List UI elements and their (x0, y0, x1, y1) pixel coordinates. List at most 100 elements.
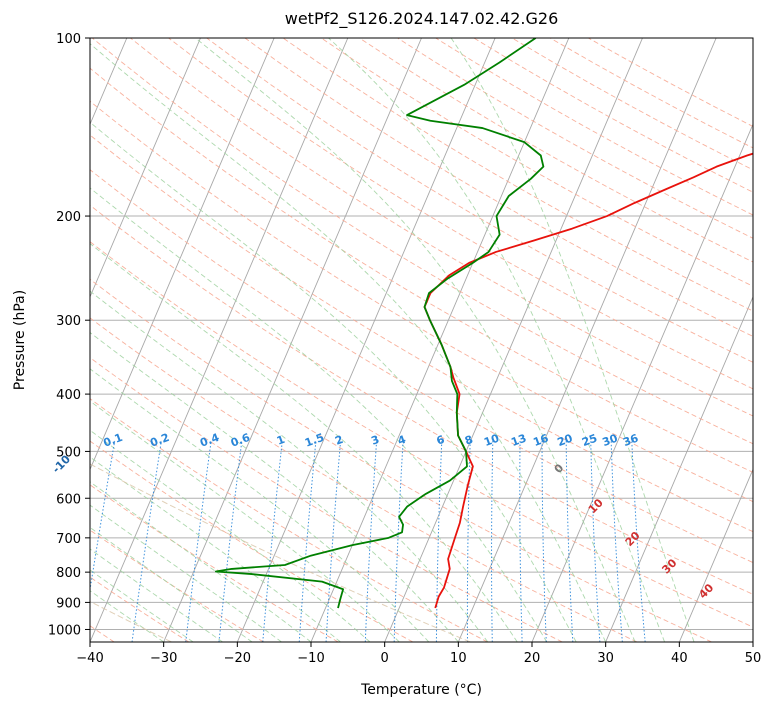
y-tick-label: 900 (56, 596, 81, 611)
x-axis: −40 −30 −20 −10 0 10 20 30 40 50 (76, 642, 761, 666)
moist-adiabat (90, 290, 489, 642)
mixing-ratio-label: 0.6 (229, 431, 252, 450)
moist-adiabat (195, 38, 636, 642)
dewpoint-profile (214, 38, 545, 609)
dry-adiabat (90, 529, 264, 642)
isotherm (163, 38, 422, 642)
y-tick-label: 500 (56, 445, 81, 460)
profile-lines (214, 38, 753, 609)
mixing-ratio-line (435, 440, 443, 642)
dry-adiabat (90, 357, 563, 642)
dry-adiabat (90, 67, 753, 473)
dry-adiabat (90, 440, 414, 642)
mixing-ratio-label: 10 (482, 431, 501, 449)
plot-frame (89, 37, 754, 643)
x-tick-label: −30 (150, 651, 177, 666)
mixing-ratio-line (491, 440, 494, 642)
mixing-ratio-line (610, 440, 623, 642)
moist-adiabat (90, 331, 459, 642)
mixing-ratio-label: 20 (556, 431, 575, 449)
moist-adiabat (90, 242, 518, 642)
mixing-ratio-label: 36 (621, 431, 640, 449)
mixing-ratio-line (393, 440, 404, 642)
mixing-ratio-label: 0.2 (148, 431, 171, 450)
isotherm (90, 38, 349, 642)
mixing-ratio-line (364, 440, 378, 642)
mixing-ratio-line (218, 440, 243, 642)
isotherm (531, 123, 753, 642)
y-tick-label: 700 (56, 532, 81, 547)
mixing-ratio-label: 4 (396, 433, 408, 448)
mixing-ratio-label: 1 (275, 433, 287, 448)
moist-adiabat (90, 548, 223, 642)
y-tick-label: 200 (56, 210, 81, 225)
dry-adiabat (90, 204, 753, 595)
x-axis-label: Temperature (°C) (360, 682, 482, 698)
y-tick-label: 1000 (48, 623, 81, 638)
x-tick-label: 20 (524, 651, 541, 666)
mixing-ratio-line (262, 440, 283, 642)
mixing-ratio-line (185, 440, 212, 642)
moist-adiabat (90, 526, 253, 642)
mixing-ratio-label: 1.5 (303, 431, 326, 450)
isotherm (90, 38, 275, 471)
y-tick-label: 800 (56, 566, 81, 581)
dry-adiabat (90, 134, 753, 533)
dry-adiabat (168, 38, 753, 390)
dry-adiabat (90, 169, 753, 564)
chart-title: wetPf2_S126.2024.147.02.42.G26 (285, 9, 559, 29)
mixing-ratio-label: 3 (369, 433, 381, 448)
mixing-ratio-label: 30 (601, 431, 620, 449)
dry-adiabat (90, 241, 753, 628)
moist-adiabat (90, 429, 371, 642)
mixing-ratio-label: 0.4 (198, 431, 221, 450)
mixing-ratio-label: 16 (531, 431, 550, 449)
x-tick-label: −10 (297, 651, 324, 666)
x-tick-label: −20 (224, 651, 251, 666)
mixing-ratio-label: 0.1 (102, 431, 125, 450)
isotherm (457, 38, 717, 642)
x-tick-label: 50 (745, 651, 762, 666)
mixing-ratio-label: 6 (435, 433, 447, 448)
dry-adiabat (90, 398, 488, 642)
y-tick-label: 100 (56, 32, 81, 47)
background-lines (90, 38, 753, 642)
y-axis: 100 200 300 400 500 600 700 800 900 1000 (48, 32, 90, 638)
mixing-ratio-line (519, 440, 523, 642)
isotherm (605, 295, 753, 642)
mixing-ratio-line (466, 440, 471, 642)
dry-adiabat (206, 38, 753, 363)
y-tick-label: 300 (56, 314, 81, 329)
tan-curve (90, 463, 471, 642)
mixing-ratio-line (298, 440, 317, 642)
y-axis-label: Pressure (hPa) (12, 290, 28, 390)
moist-adiabat (90, 456, 341, 642)
dry-adiabat (130, 38, 753, 417)
moist-adiabat (90, 569, 194, 642)
mixing-ratio-label: 2 (333, 433, 345, 448)
dry-adiabat (90, 278, 712, 642)
moist-adiabat (90, 121, 577, 642)
moist-adiabat (450, 38, 695, 642)
temperature-profile (423, 152, 753, 609)
y-tick-label: 600 (56, 492, 81, 507)
moist-adiabat (328, 38, 666, 642)
x-tick-label: 30 (597, 651, 614, 666)
mixing-ratio-line (541, 440, 547, 642)
y-tick-label: 400 (56, 388, 81, 403)
mixing-ratio-line (131, 440, 162, 642)
x-tick-label: 0 (381, 651, 389, 666)
isotherm (90, 38, 201, 299)
x-tick-label: −40 (76, 651, 103, 666)
dry-adiabat (244, 38, 753, 337)
x-tick-label: 40 (671, 651, 688, 666)
mixing-ratio-label: 8 (463, 433, 475, 448)
mixing-ratio-line (565, 440, 574, 642)
x-tick-label: 10 (450, 651, 467, 666)
moist-adiabat (90, 368, 430, 642)
dry-adiabat (90, 100, 753, 503)
mixing-ratio-label: 25 (580, 432, 599, 449)
mixing-ratio-label: 13 (509, 432, 528, 449)
moist-adiabat (90, 590, 164, 642)
